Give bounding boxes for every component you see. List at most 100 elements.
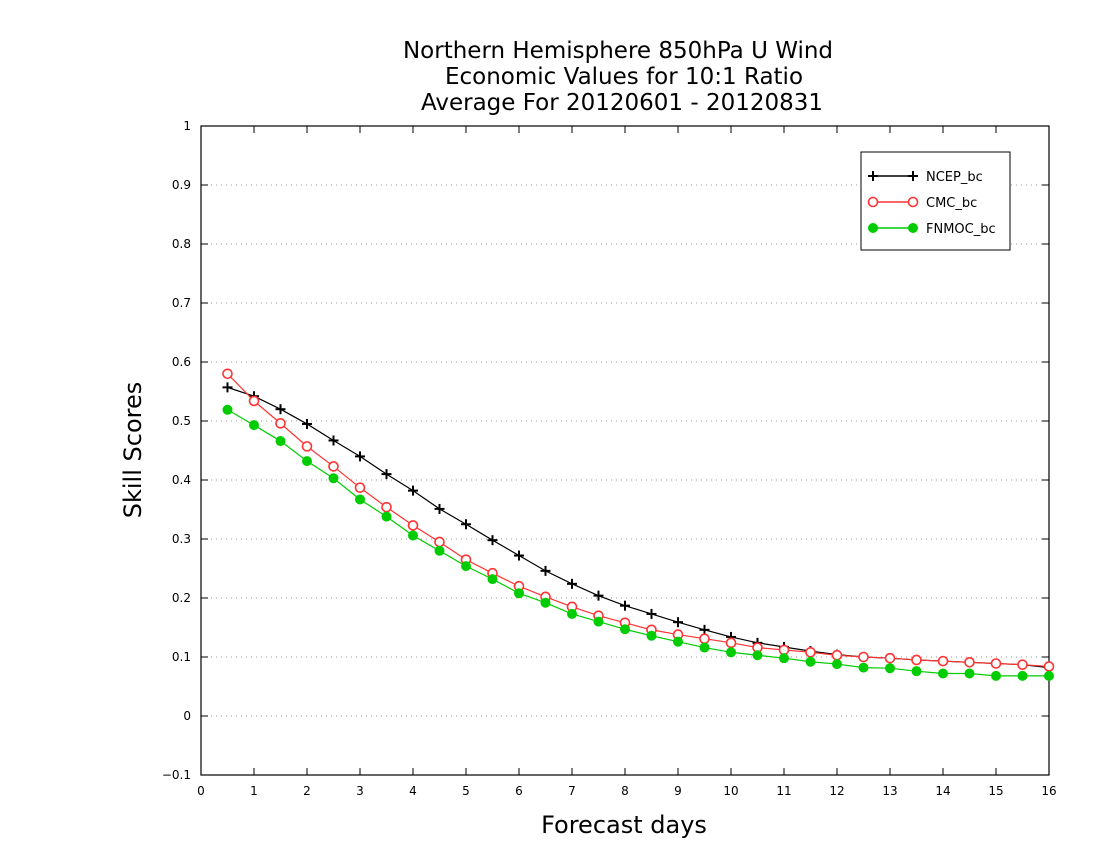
data-point-fnmoc-bc bbox=[779, 653, 789, 664]
legend-label-fnmoc-bc: FNMOC_bc bbox=[926, 222, 996, 237]
series-layer bbox=[222, 368, 1055, 681]
x-tick-label: 8 bbox=[621, 784, 629, 798]
data-point-cmc-bc bbox=[725, 637, 737, 649]
x-tick-label: 5 bbox=[462, 784, 470, 798]
data-point-fnmoc-bc bbox=[752, 650, 763, 661]
y-tick-label: 0.3 bbox=[172, 532, 191, 546]
data-point-cmc-bc bbox=[248, 395, 260, 407]
data-point-cmc-bc bbox=[381, 501, 392, 513]
data-point-cmc-bc bbox=[354, 482, 366, 493]
data-point-fnmoc-bc bbox=[487, 574, 498, 585]
chart-title: Northern Hemisphere 850hPa U Wind Econom… bbox=[403, 38, 833, 116]
data-point-fnmoc-bc bbox=[885, 663, 895, 674]
legend-label-cmc-bc: CMC_bc bbox=[926, 196, 977, 211]
data-point-fnmoc-bc bbox=[328, 473, 339, 484]
y-tick-label: 0.8 bbox=[172, 237, 191, 251]
legend: NCEP_bc CMC_bc FNMOC_bc bbox=[860, 151, 1011, 251]
data-point-fnmoc-bc bbox=[673, 636, 683, 647]
axis-ticks: −0.100.10.20.30.40.50.60.70.80.910 1 2 3 4 5 6… bbox=[162, 119, 1057, 798]
title-line-2: Economic Values for 10:1 Ratio bbox=[445, 64, 803, 90]
legend-box bbox=[860, 151, 1011, 251]
data-point-cmc-bc bbox=[911, 654, 922, 666]
legend-marker-fnmoc-bc bbox=[908, 223, 918, 233]
data-point-cmc-bc bbox=[778, 644, 790, 656]
x-tick-label: 7 bbox=[568, 784, 576, 798]
x-tick-label: 10 bbox=[723, 784, 738, 798]
legend-label-ncep-bc: NCEP_bc bbox=[926, 170, 983, 185]
y-tick-label: 0.4 bbox=[172, 473, 191, 487]
data-point-fnmoc-bc bbox=[1044, 670, 1054, 681]
series-line-fnmoc-bc bbox=[227, 409, 1049, 677]
data-point-cmc-bc bbox=[434, 536, 445, 548]
data-point-ncep-bc bbox=[593, 590, 604, 601]
series-line-ncep-bc bbox=[227, 386, 1050, 669]
data-point-cmc-bc bbox=[699, 633, 710, 645]
data-point-fnmoc-bc bbox=[964, 668, 975, 679]
x-tick-label: 14 bbox=[935, 784, 950, 798]
data-point-cmc-bc bbox=[301, 441, 313, 452]
data-point-fnmoc-bc bbox=[249, 420, 259, 431]
data-point-fnmoc-bc bbox=[302, 456, 312, 467]
y-tick-label: 1 bbox=[183, 119, 191, 133]
data-point-fnmoc-bc bbox=[911, 666, 922, 677]
data-point-fnmoc-bc bbox=[222, 404, 233, 415]
data-point-ncep-bc bbox=[461, 519, 471, 530]
y-axis-label: Skill Scores bbox=[119, 382, 147, 519]
data-point-fnmoc-bc bbox=[540, 597, 551, 608]
data-point-fnmoc-bc bbox=[408, 530, 418, 541]
data-point-cmc-bc bbox=[831, 649, 843, 661]
data-point-ncep-bc bbox=[434, 503, 445, 514]
y-tick-label: 0.1 bbox=[172, 650, 191, 664]
data-point-fnmoc-bc bbox=[991, 670, 1001, 681]
data-point-cmc-bc bbox=[964, 657, 975, 668]
data-point-cmc-bc bbox=[407, 520, 419, 531]
data-point-ncep-bc bbox=[408, 485, 418, 496]
legend-marker-ncep-bc bbox=[868, 171, 878, 181]
data-point-ncep-bc bbox=[673, 617, 683, 628]
x-tick-label: 4 bbox=[409, 784, 417, 798]
y-tick-label: 0.2 bbox=[172, 591, 191, 605]
title-line-1: Northern Hemisphere 850hPa U Wind bbox=[403, 38, 833, 64]
data-point-ncep-bc bbox=[540, 565, 551, 576]
legend-marker-cmc-bc bbox=[867, 196, 879, 208]
series-line-cmc-bc bbox=[227, 373, 1050, 668]
legend-marker-cmc-bc bbox=[907, 196, 919, 208]
data-point-ncep-bc bbox=[699, 624, 710, 635]
y-tick-label: 0.6 bbox=[172, 355, 191, 369]
data-point-ncep-bc bbox=[646, 608, 657, 619]
data-point-ncep-bc bbox=[381, 469, 392, 480]
data-point-ncep-bc bbox=[620, 600, 630, 611]
x-axis-label: Forecast days bbox=[541, 811, 707, 839]
x-tick-label: 3 bbox=[356, 784, 364, 798]
data-point-fnmoc-bc bbox=[938, 668, 948, 679]
x-tick-label: 15 bbox=[988, 784, 1003, 798]
title-line-3: Average For 20120601 - 20120831 bbox=[421, 90, 823, 116]
data-point-fnmoc-bc bbox=[514, 588, 524, 599]
y-tick-label: 0 bbox=[183, 709, 191, 723]
data-point-cmc-bc bbox=[1043, 661, 1055, 672]
x-tick-label: 6 bbox=[515, 784, 523, 798]
x-tick-label: 12 bbox=[829, 784, 844, 798]
data-point-ncep-bc bbox=[487, 535, 498, 546]
gridlines bbox=[201, 184, 1049, 717]
data-point-fnmoc-bc bbox=[620, 624, 630, 635]
data-point-fnmoc-bc bbox=[275, 436, 286, 447]
data-point-cmc-bc bbox=[937, 655, 949, 667]
x-tick-label: 1 bbox=[250, 784, 258, 798]
y-tick-label: 0.9 bbox=[172, 178, 191, 192]
legend-marker-ncep-bc bbox=[908, 171, 918, 181]
data-point-ncep-bc bbox=[302, 418, 312, 429]
data-point-cmc-bc bbox=[275, 418, 286, 429]
data-point-ncep-bc bbox=[514, 550, 524, 561]
x-tick-label: 13 bbox=[882, 784, 897, 798]
data-point-fnmoc-bc bbox=[858, 662, 869, 673]
y-tick-label: 0.5 bbox=[172, 414, 191, 428]
data-point-fnmoc-bc bbox=[699, 642, 710, 653]
data-point-ncep-bc bbox=[275, 404, 286, 415]
data-point-fnmoc-bc bbox=[355, 494, 365, 505]
data-point-fnmoc-bc bbox=[567, 608, 577, 619]
data-point-fnmoc-bc bbox=[381, 511, 392, 522]
data-point-fnmoc-bc bbox=[593, 616, 604, 627]
data-point-cmc-bc bbox=[858, 651, 869, 663]
